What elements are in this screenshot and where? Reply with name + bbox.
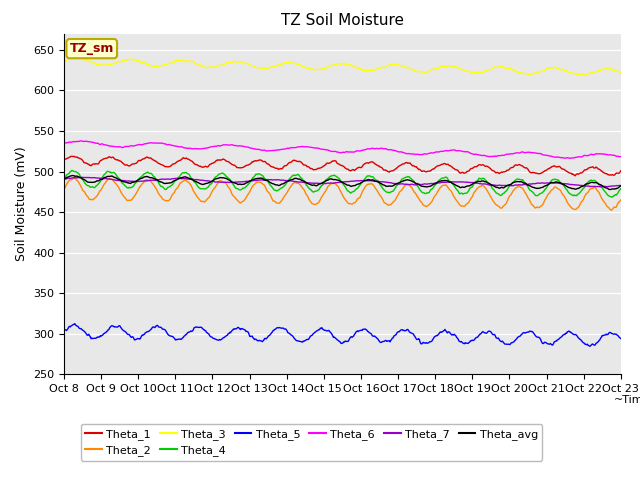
Theta_3 bbox=[411, 68, 419, 74]
Theta_6 bbox=[411, 151, 419, 157]
Theta_4 bbox=[128, 184, 136, 190]
Theta_7 bbox=[60, 176, 68, 182]
Theta_7 bbox=[598, 184, 605, 190]
Title: TZ Soil Moisture: TZ Soil Moisture bbox=[281, 13, 404, 28]
Theta_6 bbox=[70, 139, 78, 144]
Line: Theta_avg: Theta_avg bbox=[64, 176, 621, 190]
Theta_2 bbox=[70, 175, 78, 181]
Theta_3 bbox=[185, 58, 193, 64]
Y-axis label: Soil Moisture (mV): Soil Moisture (mV) bbox=[15, 146, 28, 262]
Theta_6 bbox=[60, 140, 68, 146]
Theta_5 bbox=[617, 336, 625, 341]
Line: Theta_2: Theta_2 bbox=[64, 178, 621, 210]
Theta_3 bbox=[70, 56, 78, 61]
Theta_avg bbox=[71, 173, 79, 179]
Theta_1 bbox=[428, 168, 435, 173]
Theta_4 bbox=[68, 168, 76, 173]
Theta_1 bbox=[128, 161, 136, 167]
Theta_3 bbox=[214, 63, 222, 69]
Theta_1 bbox=[572, 173, 579, 179]
Theta_2 bbox=[617, 197, 625, 203]
Theta_5 bbox=[71, 321, 79, 327]
Theta_1 bbox=[617, 168, 625, 174]
Theta_1 bbox=[185, 156, 193, 162]
Theta_6 bbox=[185, 145, 193, 151]
X-axis label: ~Time: ~Time bbox=[614, 395, 640, 405]
Line: Theta_1: Theta_1 bbox=[64, 156, 621, 176]
Theta_avg bbox=[68, 173, 76, 179]
Theta_2 bbox=[185, 180, 193, 185]
Theta_5 bbox=[428, 339, 435, 345]
Theta_7 bbox=[617, 182, 625, 188]
Line: Theta_4: Theta_4 bbox=[64, 170, 621, 197]
Theta_5 bbox=[70, 321, 78, 327]
Theta_2 bbox=[60, 187, 68, 192]
Theta_avg bbox=[128, 180, 136, 185]
Theta_7 bbox=[185, 176, 193, 182]
Theta_2 bbox=[214, 180, 222, 186]
Theta_7 bbox=[428, 180, 435, 186]
Theta_5 bbox=[586, 343, 594, 349]
Theta_4 bbox=[411, 180, 419, 186]
Theta_3 bbox=[60, 60, 68, 66]
Theta_7 bbox=[411, 182, 419, 188]
Theta_1 bbox=[70, 154, 77, 159]
Theta_5 bbox=[128, 334, 136, 339]
Theta_5 bbox=[411, 334, 419, 339]
Theta_2 bbox=[607, 207, 615, 213]
Theta_3 bbox=[617, 71, 625, 76]
Theta_3 bbox=[75, 54, 83, 60]
Line: Theta_7: Theta_7 bbox=[64, 177, 621, 187]
Theta_2 bbox=[128, 196, 136, 202]
Theta_5 bbox=[185, 329, 193, 335]
Theta_2 bbox=[71, 175, 79, 181]
Theta_2 bbox=[428, 200, 435, 205]
Theta_3 bbox=[581, 72, 589, 78]
Theta_avg bbox=[60, 177, 68, 182]
Theta_2 bbox=[411, 190, 419, 195]
Theta_1 bbox=[60, 156, 68, 162]
Theta_4 bbox=[214, 172, 222, 178]
Theta_4 bbox=[617, 186, 625, 192]
Theta_avg bbox=[411, 180, 419, 186]
Theta_6 bbox=[76, 138, 84, 144]
Theta_1 bbox=[214, 157, 222, 163]
Theta_avg bbox=[617, 183, 625, 189]
Theta_6 bbox=[617, 154, 625, 159]
Theta_6 bbox=[566, 156, 573, 161]
Theta_6 bbox=[428, 150, 435, 156]
Theta_7 bbox=[70, 175, 78, 180]
Theta_4 bbox=[185, 171, 193, 177]
Theta_avg bbox=[185, 175, 193, 181]
Theta_3 bbox=[428, 67, 435, 72]
Theta_7 bbox=[78, 174, 86, 180]
Theta_6 bbox=[214, 143, 222, 149]
Theta_avg bbox=[214, 175, 222, 181]
Theta_6 bbox=[128, 143, 136, 149]
Theta_4 bbox=[428, 187, 435, 192]
Theta_1 bbox=[411, 164, 419, 169]
Theta_7 bbox=[214, 179, 222, 185]
Line: Theta_3: Theta_3 bbox=[64, 57, 621, 75]
Theta_5 bbox=[60, 326, 68, 332]
Line: Theta_6: Theta_6 bbox=[64, 141, 621, 158]
Legend: Theta_1, Theta_2, Theta_3, Theta_4, Theta_5, Theta_6, Theta_7, Theta_avg: Theta_1, Theta_2, Theta_3, Theta_4, Thet… bbox=[81, 424, 543, 460]
Line: Theta_5: Theta_5 bbox=[64, 324, 621, 346]
Theta_4 bbox=[71, 169, 79, 175]
Theta_avg bbox=[428, 183, 435, 189]
Theta_3 bbox=[128, 56, 136, 62]
Theta_avg bbox=[606, 187, 614, 192]
Theta_5 bbox=[214, 337, 222, 343]
Theta_4 bbox=[60, 176, 68, 181]
Theta_7 bbox=[128, 179, 136, 184]
Text: TZ_sm: TZ_sm bbox=[70, 42, 114, 55]
Theta_1 bbox=[71, 154, 79, 160]
Theta_4 bbox=[607, 194, 615, 200]
